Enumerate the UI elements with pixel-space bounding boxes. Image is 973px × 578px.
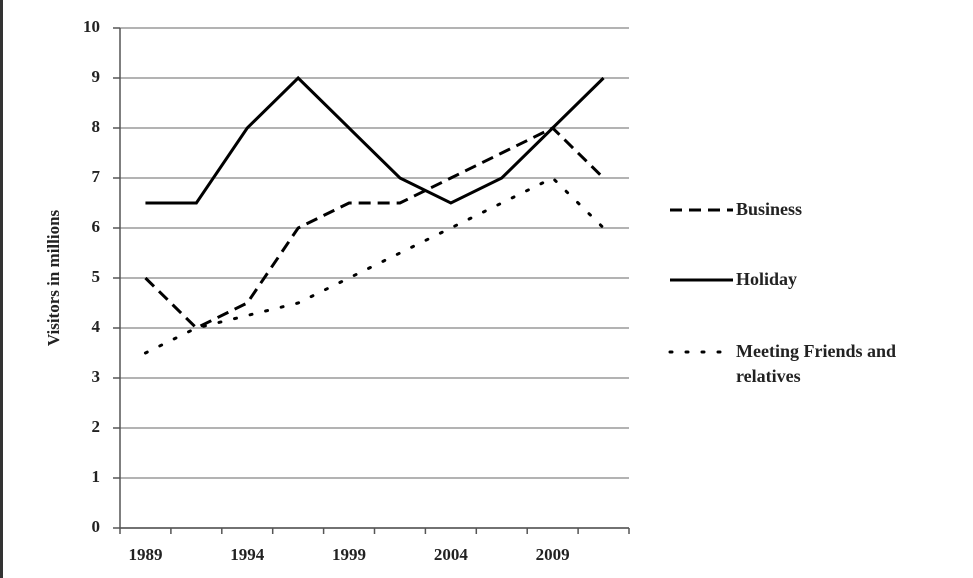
y-tick-label: 6 xyxy=(92,217,101,236)
series-line xyxy=(143,176,606,355)
series-line xyxy=(145,75,605,205)
y-axis-label: Visitors in millions xyxy=(44,209,63,346)
x-tick-label: 1989 xyxy=(128,545,162,564)
x-tick-label: 2004 xyxy=(434,545,469,564)
legend-label: Meeting Friends and relatives xyxy=(736,341,896,386)
y-tick-label: 2 xyxy=(92,417,101,436)
legend-label: Holiday xyxy=(736,269,798,289)
y-tick-label: 5 xyxy=(92,267,101,286)
y-tick-label: 9 xyxy=(92,67,101,86)
page-border xyxy=(0,0,3,578)
x-tick-label: 1994 xyxy=(230,545,265,564)
y-tick-label: 7 xyxy=(92,167,101,186)
x-tick-label: 1999 xyxy=(332,545,366,564)
y-tick-label: 1 xyxy=(92,467,101,486)
y-tick-label: 3 xyxy=(92,367,101,386)
y-tick-label: 8 xyxy=(92,117,101,136)
x-tick-label: 2009 xyxy=(536,545,570,564)
legend-label: Business xyxy=(736,199,803,219)
y-tick-label: 0 xyxy=(92,517,101,536)
y-tick-label: 10 xyxy=(83,17,100,36)
y-tick-label: 4 xyxy=(92,317,101,336)
series-line xyxy=(144,126,605,330)
